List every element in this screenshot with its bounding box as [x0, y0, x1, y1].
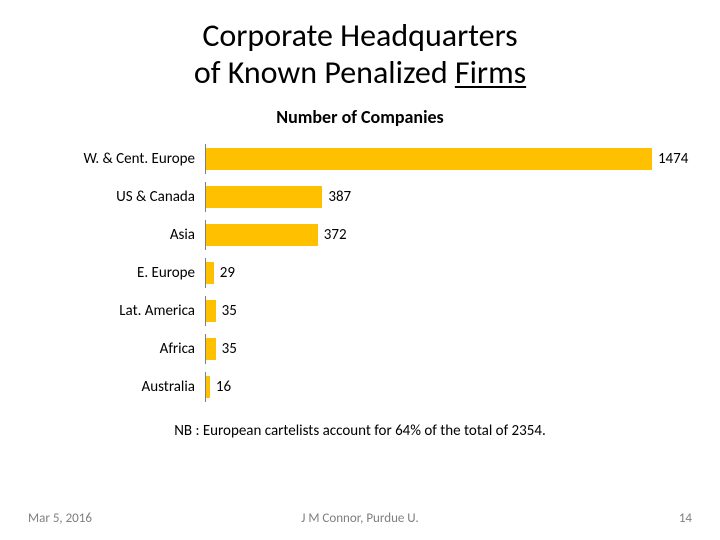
category-label: Asia — [30, 226, 205, 244]
chart-subtitle: Number of Companies — [30, 106, 690, 128]
category-label: W. & Cent. Europe — [30, 150, 205, 168]
bar-value: 29 — [220, 264, 235, 282]
title-line2-prefix: of Known Penalized — [194, 53, 455, 92]
bar-cell: 29 — [205, 262, 690, 284]
bar-value: 35 — [222, 302, 237, 320]
footer-author: J M Connor, Purdue U. — [0, 511, 720, 526]
bar-cell: 35 — [205, 300, 690, 322]
bar-value: 387 — [328, 188, 351, 206]
bar-value: 16 — [216, 378, 231, 396]
chart-row: Asia 372 — [30, 216, 690, 254]
chart-row: Australia 16 — [30, 368, 690, 406]
bar-cell: 1474 — [205, 148, 690, 170]
footnote: NB : European cartelists account for 64%… — [30, 422, 690, 440]
chart-row: Africa 35 — [30, 330, 690, 368]
footer: Mar 5, 2016 J M Connor, Purdue U. 14 — [0, 511, 720, 526]
chart-row: US & Canada 387 — [30, 178, 690, 216]
bar — [205, 186, 322, 208]
axis-line — [205, 372, 206, 402]
bar-cell: 16 — [205, 376, 690, 398]
category-label: Australia — [30, 378, 205, 396]
bar-cell: 387 — [205, 186, 690, 208]
category-label: Africa — [30, 340, 205, 358]
slide: Corporate Headquarters of Known Penalize… — [0, 0, 720, 540]
chart-row: Lat. America 35 — [30, 292, 690, 330]
bar — [205, 148, 652, 170]
axis-line — [205, 334, 206, 364]
bar — [205, 338, 216, 360]
axis-line — [205, 296, 206, 326]
bar-chart: W. & Cent. Europe 1474 US & Canada 387 Asia 3… — [30, 140, 690, 406]
bar-value: 35 — [222, 340, 237, 358]
category-label: Lat. America — [30, 302, 205, 320]
title-line2-underlined: Firms — [455, 53, 526, 92]
bar — [205, 262, 214, 284]
axis-line — [205, 220, 206, 250]
category-label: E. Europe — [30, 264, 205, 282]
bar-cell: 372 — [205, 224, 690, 246]
slide-title: Corporate Headquarters of Known Penalize… — [30, 18, 690, 92]
axis-line — [205, 144, 206, 174]
chart-row: E. Europe 29 — [30, 254, 690, 292]
title-line1: Corporate Headquarters — [30, 18, 690, 55]
bar — [205, 224, 318, 246]
bar-value: 1474 — [658, 150, 688, 168]
bar — [205, 300, 216, 322]
bar-value: 372 — [324, 226, 347, 244]
axis-line — [205, 258, 206, 288]
chart-row: W. & Cent. Europe 1474 — [30, 140, 690, 178]
bar-cell: 35 — [205, 338, 690, 360]
axis-line — [205, 182, 206, 212]
title-line2: of Known Penalized Firms — [30, 55, 690, 92]
category-label: US & Canada — [30, 188, 205, 206]
